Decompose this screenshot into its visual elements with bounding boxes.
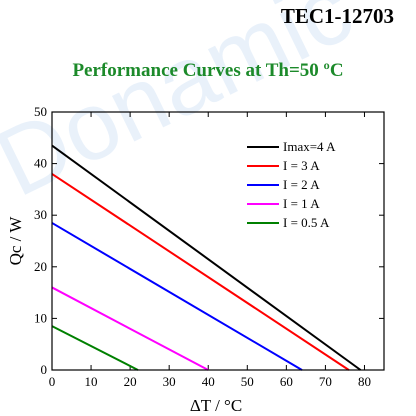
x-tick-label: 50: [241, 374, 254, 389]
legend-label: I = 2 A: [283, 177, 320, 192]
y-tick-label: 10: [34, 310, 47, 325]
y-tick-label: 40: [34, 156, 47, 171]
y-tick-label: 20: [34, 259, 47, 274]
x-tick-label: 20: [124, 374, 137, 389]
x-tick-label: 0: [49, 374, 56, 389]
series-line: [51, 325, 139, 371]
y-tick-label: 0: [41, 362, 48, 377]
x-tick-label: 80: [358, 374, 371, 389]
legend: Imax=4 A I = 3 A I = 2 A I = 1 A I = 0.5 A: [247, 139, 336, 230]
x-tick-label: 70: [319, 374, 332, 389]
y-axis-label: Qc / W: [6, 216, 25, 266]
series-line: [51, 286, 209, 371]
x-tick-label: 60: [280, 374, 293, 389]
series-line: [51, 144, 362, 371]
legend-label: I = 0.5 A: [283, 215, 330, 230]
y-tick-label: 50: [34, 104, 47, 119]
y-tick-label: 30: [34, 207, 47, 222]
x-tick-label: 40: [202, 374, 215, 389]
chart-title: Performance Curves at Th=50 ºC: [72, 60, 344, 81]
legend-label: I = 3 A: [283, 158, 320, 173]
legend-label: Imax=4 A: [283, 139, 336, 154]
x-axis-label: ΔT / °C: [190, 396, 242, 415]
series-lines: [51, 144, 362, 371]
x-tick-label: 30: [163, 374, 176, 389]
product-title: TEC1-12703: [280, 4, 394, 28]
series-line: [51, 222, 303, 371]
x-tick-label: 10: [85, 374, 98, 389]
series-line: [51, 173, 350, 371]
legend-label: I = 1 A: [283, 196, 320, 211]
plot-frame: [51, 111, 385, 371]
tick-labels: 0 10 20 30 40 50 60 70 80 0 10 20 30 40 50: [34, 104, 371, 389]
